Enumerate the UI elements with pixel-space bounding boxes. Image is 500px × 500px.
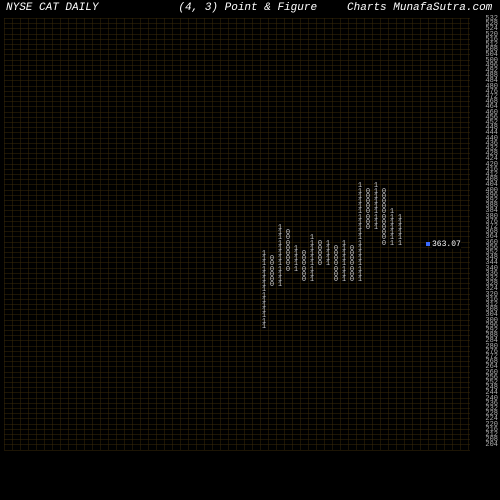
pnf-x-cell: 1 [356,236,364,241]
pnf-x-cell: 1 [324,262,332,267]
pnf-o-cell: 0 [268,262,276,267]
pnf-x-cell: 1 [276,242,284,247]
chart-header: NYSE CAT DAILY (4, 3) Point & Figure Cha… [6,2,494,14]
chart-source: Charts MunafaSutra.com [347,2,492,14]
pnf-x-cell: 1 [388,236,396,241]
pnf-o-cell: 0 [332,268,340,273]
pnf-o-cell: 0 [380,216,388,221]
pnf-x-cell: 1 [340,262,348,267]
chart-title: NYSE CAT DAILY [6,2,98,14]
pnf-o-cell: 0 [380,190,388,195]
pnf-x-cell: 1 [260,252,268,257]
pnf-x-cell: 1 [324,242,332,247]
pnf-o-cell: 0 [316,262,324,267]
pnf-o-cell: 0 [268,268,276,273]
pnf-x-cell: 1 [356,216,364,221]
pnf-x-cell: 1 [372,184,380,189]
pnf-x-cell: 1 [340,268,348,273]
pnf-x-cell: 1 [388,210,396,215]
pnf-x-cell: 1 [356,262,364,267]
pnf-x-cell: 1 [276,262,284,267]
pnf-x-cell: 1 [308,242,316,247]
pnf-x-cell: 1 [356,242,364,247]
pnf-x-cell: 1 [308,236,316,241]
pnf-x-cell: 1 [292,268,300,273]
pnf-x-cell: 1 [396,242,404,247]
pnf-x-cell: 1 [260,320,268,325]
pnf-o-cell: 0 [332,247,340,252]
pnf-o-cell: 0 [348,262,356,267]
pnf-x-cell: 1 [396,236,404,241]
pnf-o-cell: 0 [284,268,292,273]
pnf-o-cell: 0 [364,210,372,215]
pnf-o-cell: 0 [300,252,308,257]
pnf-o-cell: 0 [300,262,308,267]
pnf-x-cell: 1 [260,288,268,293]
current-price-marker [426,242,430,246]
pnf-o-cell: 0 [364,190,372,195]
chart-subtitle: (4, 3) Point & Figure [178,2,317,14]
pnf-x-cell: 1 [388,242,396,247]
pnf-x-cell: 1 [276,236,284,241]
pnf-x-cell: 1 [260,294,268,299]
pnf-columns: 1111111111111110000001111111111110000000… [4,18,470,450]
pnf-x-cell: 1 [292,247,300,252]
pnf-o-cell: 0 [348,268,356,273]
pnf-x-cell: 1 [356,210,364,215]
pnf-o-cell: 0 [380,236,388,241]
y-axis-tick: 204 [485,442,498,449]
pnf-x-cell: 1 [356,268,364,273]
pnf-x-cell: 1 [340,242,348,247]
pnf-x-cell: 1 [308,262,316,267]
pnf-x-cell: 1 [372,216,380,221]
pnf-x-cell: 1 [276,268,284,273]
pnf-o-cell: 0 [348,247,356,252]
pnf-x-cell: 1 [308,268,316,273]
pnf-x-cell: 1 [276,226,284,231]
pnf-o-cell: 0 [284,231,292,236]
pnf-x-cell: 1 [356,184,364,189]
pnf-o-cell: 0 [380,242,388,247]
pnf-x-cell: 1 [260,314,268,319]
pnf-x-cell: 1 [388,216,396,221]
pnf-o-cell: 0 [300,268,308,273]
pnf-o-cell: 0 [364,216,372,221]
pnf-o-cell: 0 [284,236,292,241]
pnf-x-cell: 1 [260,268,268,273]
pnf-o-cell: 0 [380,210,388,215]
pnf-x-cell: 1 [396,216,404,221]
pnf-x-cell: 1 [260,262,268,267]
pnf-x-cell: 1 [372,190,380,195]
pnf-o-cell: 0 [332,262,340,267]
pnf-x-cell: 1 [292,262,300,267]
y-axis-labels: 5325285245205165125085045004964924884844… [472,18,498,450]
pnf-x-cell: 1 [372,210,380,215]
pnf-x-cell: 1 [356,190,364,195]
pnf-o-cell: 0 [316,242,324,247]
pnf-o-cell: 0 [284,242,292,247]
pnf-o-cell: 0 [268,257,276,262]
pnf-o-cell: 0 [284,262,292,267]
current-price-label: 363.07 [432,240,461,249]
